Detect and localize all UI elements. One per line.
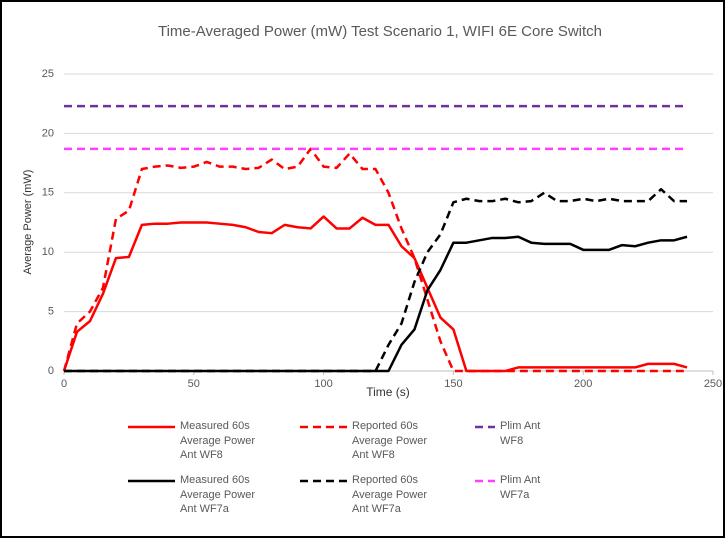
x-tick-label: 150 [444,378,462,390]
y-axis-label: Average Power (mW) [22,170,34,275]
legend-label: Measured 60s Average Power Ant WF8 [180,420,256,461]
legend-label: Plim Ant WF7a [500,474,541,501]
x-tick-label: 250 [704,378,722,390]
y-tick-label: 15 [42,187,54,199]
chart-title: Time-Averaged Power (mW) Test Scenario 1… [158,23,602,40]
x-tick-label: 100 [314,378,332,390]
x-tick-label: 200 [574,378,592,390]
y-tick-label: 0 [48,365,54,377]
y-tick-label: 5 [48,306,54,318]
legend-label: Measured 60s Average Power Ant WF7a [180,474,256,515]
y-tick-label: 20 [42,127,54,139]
x-tick-label: 0 [61,378,67,390]
series-line [64,235,688,373]
series-line [62,215,688,373]
y-tick-label: 10 [42,246,54,258]
legend-label: Plim Ant WF8 [500,420,541,447]
x-axis-label: Time (s) [366,385,410,399]
legend-label: Reported 60s Average Power Ant WF8 [352,420,428,461]
x-tick-label: 50 [188,378,200,390]
series-line [62,147,688,373]
y-tick-label: 25 [42,68,54,80]
legend-label: Reported 60s Average Power Ant WF7a [352,474,428,515]
